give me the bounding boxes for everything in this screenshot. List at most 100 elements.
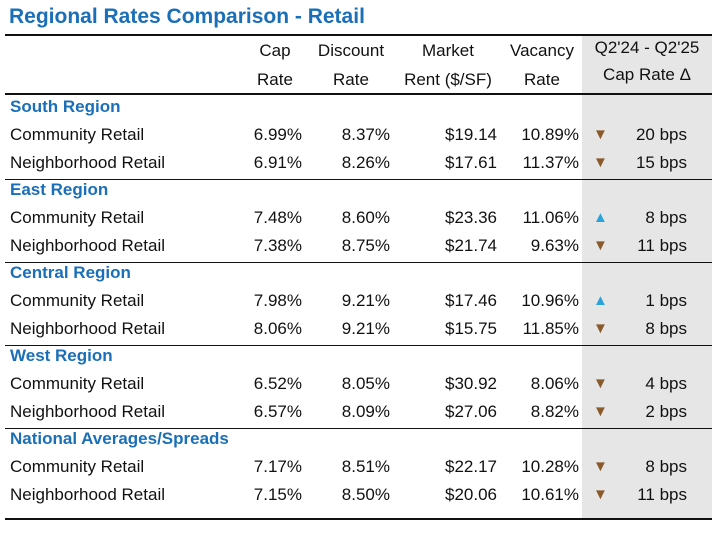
down-arrow-icon: ▼ [593, 486, 608, 503]
market-rent-value: $17.61 [445, 153, 497, 172]
vacancy-rate-value: 10.61% [521, 485, 579, 504]
vacancy-rate-value: 8.82% [530, 402, 579, 421]
discount-rate-value: 8.05% [341, 374, 390, 393]
cap-rate-value: 7.15% [253, 485, 302, 504]
down-arrow-icon: ▼ [593, 126, 608, 143]
property-type-label: Community Retail [10, 291, 145, 310]
up-arrow-icon: ▲ [593, 292, 608, 309]
discount-rate-value: 8.51% [341, 457, 390, 476]
cap-rate-value: 7.48% [253, 208, 302, 227]
vacancy-rate-value: 10.28% [521, 457, 579, 476]
cap-rate-value: 6.52% [253, 374, 302, 393]
header-vacancy-rate-line1: Vacancy [510, 41, 574, 60]
region-separator [5, 179, 712, 180]
table-row: Community Retail 7.17% 8.51% $22.17 10.28% 8 … [0, 454, 724, 482]
table-row: Community Retail 6.99% 8.37% $19.14 10.89% 20… [0, 122, 724, 150]
vacancy-rate-value: 9.63% [530, 236, 579, 255]
title-rule [5, 34, 712, 36]
market-rent-value: $30.92 [445, 374, 497, 393]
header-cap-rate-line1: Cap [259, 41, 291, 60]
property-type-label: Community Retail [10, 208, 145, 227]
discount-rate-value: 9.21% [341, 291, 390, 310]
header-market-rent-line2: Rent ($/SF) [404, 70, 492, 89]
header-discount-rate: Discount Rate [308, 36, 394, 94]
property-type-label: Neighborhood Retail [10, 319, 165, 338]
vacancy-rate-value: 11.06% [522, 208, 579, 227]
market-rent-value: $22.17 [445, 457, 497, 476]
header-cap-rate-change: Q2'24 - Q2'25 Cap Rate Δ [582, 34, 712, 88]
cap-rate-change-value: 8 bps [645, 457, 687, 476]
property-type-label: Neighborhood Retail [10, 485, 165, 504]
region-heading-central-region: Central Region [10, 263, 131, 282]
vacancy-rate-value: 11.85% [522, 319, 579, 338]
market-rent-value: $23.36 [445, 208, 497, 227]
cap-rate-change-value: 8 bps [645, 208, 687, 227]
header-rule [5, 93, 712, 95]
property-type-label: Neighborhood Retail [10, 236, 165, 255]
property-type-label: Community Retail [10, 457, 145, 476]
vacancy-rate-value: 10.96% [521, 291, 579, 310]
cap-rate-change-value: 1 bps [645, 291, 687, 310]
table-row: Neighborhood Retail 6.91% 8.26% $17.61 11.37… [0, 150, 724, 178]
cap-rate-change-column-shade [582, 36, 712, 519]
cap-rate-value: 7.17% [253, 457, 302, 476]
cap-rate-change-value: 15 bps [635, 153, 687, 172]
table-row: Neighborhood Retail 8.06% 9.21% $15.75 11.85… [0, 316, 724, 344]
cap-rate-value: 7.98% [253, 291, 302, 310]
market-rent-value: $17.46 [445, 291, 497, 310]
discount-rate-value: 8.60% [341, 208, 390, 227]
header-discount-rate-line2: Rate [333, 70, 369, 89]
table-row: Community Retail 6.52% 8.05% $30.92 8.06% 4 b… [0, 371, 724, 399]
cap-rate-value: 6.99% [253, 125, 302, 144]
bottom-rule [5, 518, 712, 520]
discount-rate-value: 8.09% [341, 402, 390, 421]
region-heading-national-averages-spreads: National Averages/Spreads [10, 429, 229, 448]
cap-rate-value: 8.06% [253, 319, 302, 338]
header-cap-rate-change-line1: Q2'24 - Q2'25 [594, 38, 700, 57]
vacancy-rate-value: 8.06% [530, 374, 579, 393]
discount-rate-value: 9.21% [341, 319, 390, 338]
discount-rate-value: 8.50% [341, 485, 390, 504]
region-heading-south-region: South Region [10, 97, 121, 116]
cap-rate-change-value: 20 bps [635, 125, 687, 144]
cap-rate-value: 6.91% [253, 153, 302, 172]
cap-rate-value: 6.57% [253, 402, 302, 421]
down-arrow-icon: ▼ [593, 320, 608, 337]
region-separator [5, 345, 712, 346]
table-row: Neighborhood Retail 7.38% 8.75% $21.74 9.63%… [0, 233, 724, 261]
table-row: Community Retail 7.98% 9.21% $17.46 10.96% 1 … [0, 288, 724, 316]
page-title: Regional Rates Comparison - Retail [9, 5, 365, 28]
cap-rate-value: 7.38% [253, 236, 302, 255]
table-row: Neighborhood Retail 6.57% 8.09% $27.06 8.82%… [0, 399, 724, 427]
header-vacancy-rate: Vacancy Rate [502, 36, 582, 94]
discount-rate-value: 8.37% [341, 125, 390, 144]
vacancy-rate-value: 11.37% [522, 153, 579, 172]
down-arrow-icon: ▼ [593, 375, 608, 392]
market-rent-value: $19.14 [445, 125, 497, 144]
cap-rate-change-value: 11 bps [637, 485, 687, 504]
up-arrow-icon: ▲ [593, 209, 608, 226]
down-arrow-icon: ▼ [593, 458, 608, 475]
header-vacancy-rate-line2: Rate [524, 70, 560, 89]
cap-rate-change-value: 11 bps [637, 236, 687, 255]
cap-rate-change-value: 2 bps [645, 402, 687, 421]
market-rent-value: $27.06 [445, 402, 497, 421]
header-market-rent: Market Rent ($/SF) [396, 36, 500, 94]
property-type-label: Neighborhood Retail [10, 153, 165, 172]
property-type-label: Neighborhood Retail [10, 402, 165, 421]
header-market-rent-line1: Market [422, 41, 474, 60]
cap-rate-change-value: 8 bps [645, 319, 687, 338]
region-separator [5, 262, 712, 263]
header-cap-rate-line2: Rate [257, 70, 293, 89]
down-arrow-icon: ▼ [593, 237, 608, 254]
market-rent-value: $20.06 [445, 485, 497, 504]
region-heading-west-region: West Region [10, 346, 113, 365]
region-heading-east-region: East Region [10, 180, 109, 199]
header-discount-rate-line1: Discount [317, 41, 385, 60]
property-type-label: Community Retail [10, 125, 145, 144]
property-type-label: Community Retail [10, 374, 145, 393]
discount-rate-value: 8.75% [341, 236, 390, 255]
header-cap-rate-change-line2: Cap Rate Δ [603, 65, 691, 84]
table-row: Neighborhood Retail 7.15% 8.50% $20.06 10.61… [0, 482, 724, 510]
market-rent-value: $15.75 [445, 319, 497, 338]
